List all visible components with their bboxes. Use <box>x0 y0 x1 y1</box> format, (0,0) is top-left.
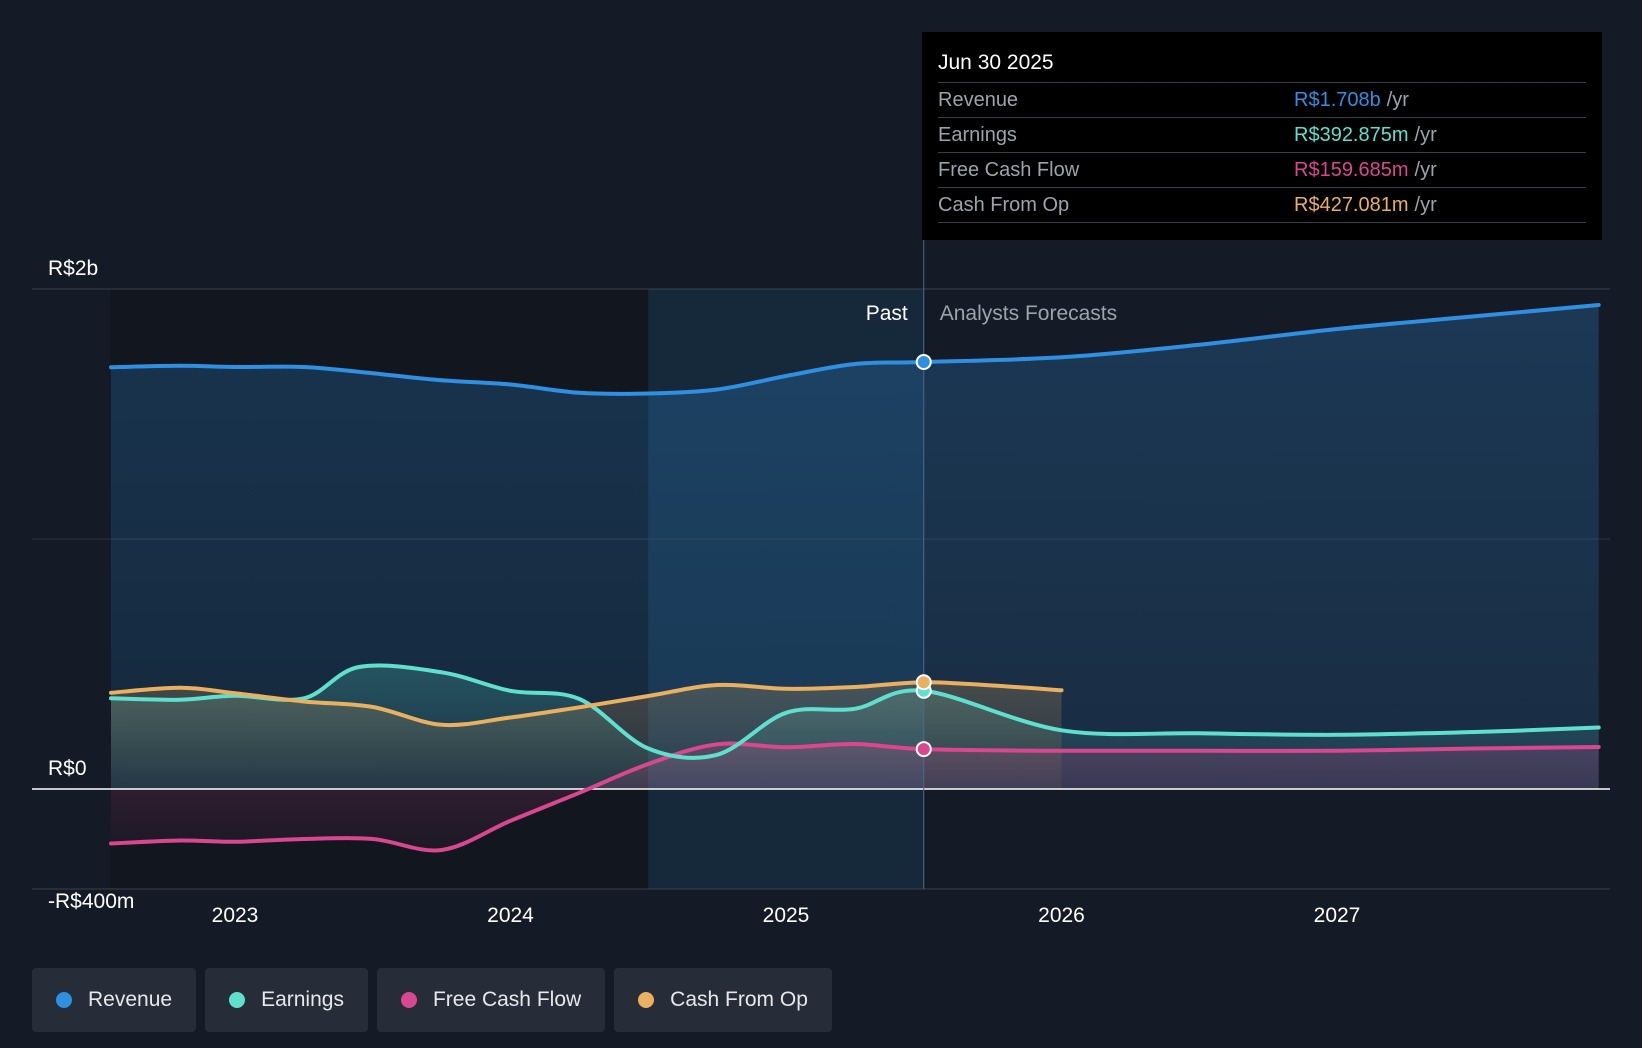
legend: Revenue Earnings Free Cash Flow Cash Fro… <box>32 968 832 1032</box>
y-tick-label: -R$400m <box>48 890 134 913</box>
area-revenue <box>111 305 1599 789</box>
tooltip-label: Revenue <box>938 89 1019 111</box>
legend-dot-icon <box>229 992 246 1008</box>
line-earnings <box>109 663 1601 760</box>
tooltip-value: R$392.875m <box>1294 124 1409 146</box>
tooltip-value: R$159.685m <box>1294 159 1409 181</box>
tooltip-value: R$1.708b <box>1294 89 1381 111</box>
y-tick-label: R$2b <box>48 257 98 280</box>
legend-item-earnings[interactable]: Earnings <box>205 968 368 1032</box>
legend-dot-icon <box>400 992 417 1008</box>
line-revenue <box>109 303 1601 396</box>
legend-label: Free Cash Flow <box>432 988 582 1011</box>
legend-item-revenue[interactable]: Revenue <box>32 968 197 1032</box>
marker-cash-from-op <box>915 674 932 691</box>
tooltip: Jun 30 2025 Revenue R$1.708b /yr Earning… <box>922 32 1602 240</box>
forecast-label: Analysts Forecasts <box>940 302 1117 325</box>
tooltip-unit: /yr <box>1414 194 1437 216</box>
tooltip-label: Cash From Op <box>938 194 1070 216</box>
x-tick-label: 2023 <box>212 904 259 927</box>
tooltip-row-free-cash-flow: Free Cash Flow R$159.685m /yr <box>938 152 1586 187</box>
legend-dot-icon <box>56 992 72 1008</box>
tooltip-unit: /yr <box>1414 159 1437 181</box>
tooltip-unit: /yr <box>1414 124 1437 146</box>
line-free-cash-flow <box>109 741 1601 853</box>
tooltip-row-earnings: Earnings R$392.875m /yr <box>938 117 1586 152</box>
line-cash-from-op <box>109 680 1064 728</box>
tooltip-row-cash-from-op: Cash From Op R$427.081m /yr <box>938 187 1586 223</box>
legend-item-free-cash-flow[interactable]: Free Cash Flow <box>376 968 606 1032</box>
tooltip-date: Jun 30 2025 <box>938 51 1054 74</box>
legend-dot-icon <box>638 992 655 1008</box>
x-tick-label: 2027 <box>1314 904 1361 927</box>
x-tick-label: 2025 <box>763 904 810 927</box>
tooltip-label: Earnings <box>938 124 1017 146</box>
y-tick-label: R$0 <box>48 757 87 780</box>
marker-free-cash-flow <box>915 741 932 758</box>
tooltip-unit: /yr <box>1386 89 1409 111</box>
x-tick-label: 2026 <box>1038 904 1085 927</box>
x-tick-label: 2024 <box>487 904 534 927</box>
legend-label: Cash From Op <box>670 988 808 1011</box>
tooltip-row-revenue: Revenue R$1.708b /yr <box>938 82 1586 117</box>
past-label: Past <box>866 302 908 325</box>
legend-label: Revenue <box>88 988 173 1011</box>
tooltip-label: Free Cash Flow <box>938 159 1080 181</box>
marker-revenue <box>915 354 932 370</box>
tooltip-value: R$427.081m <box>1294 194 1409 216</box>
area-free-cash-flow <box>111 743 1599 851</box>
legend-label: Earnings <box>261 988 344 1011</box>
legend-item-cash-from-op[interactable]: Cash From Op <box>614 968 832 1032</box>
